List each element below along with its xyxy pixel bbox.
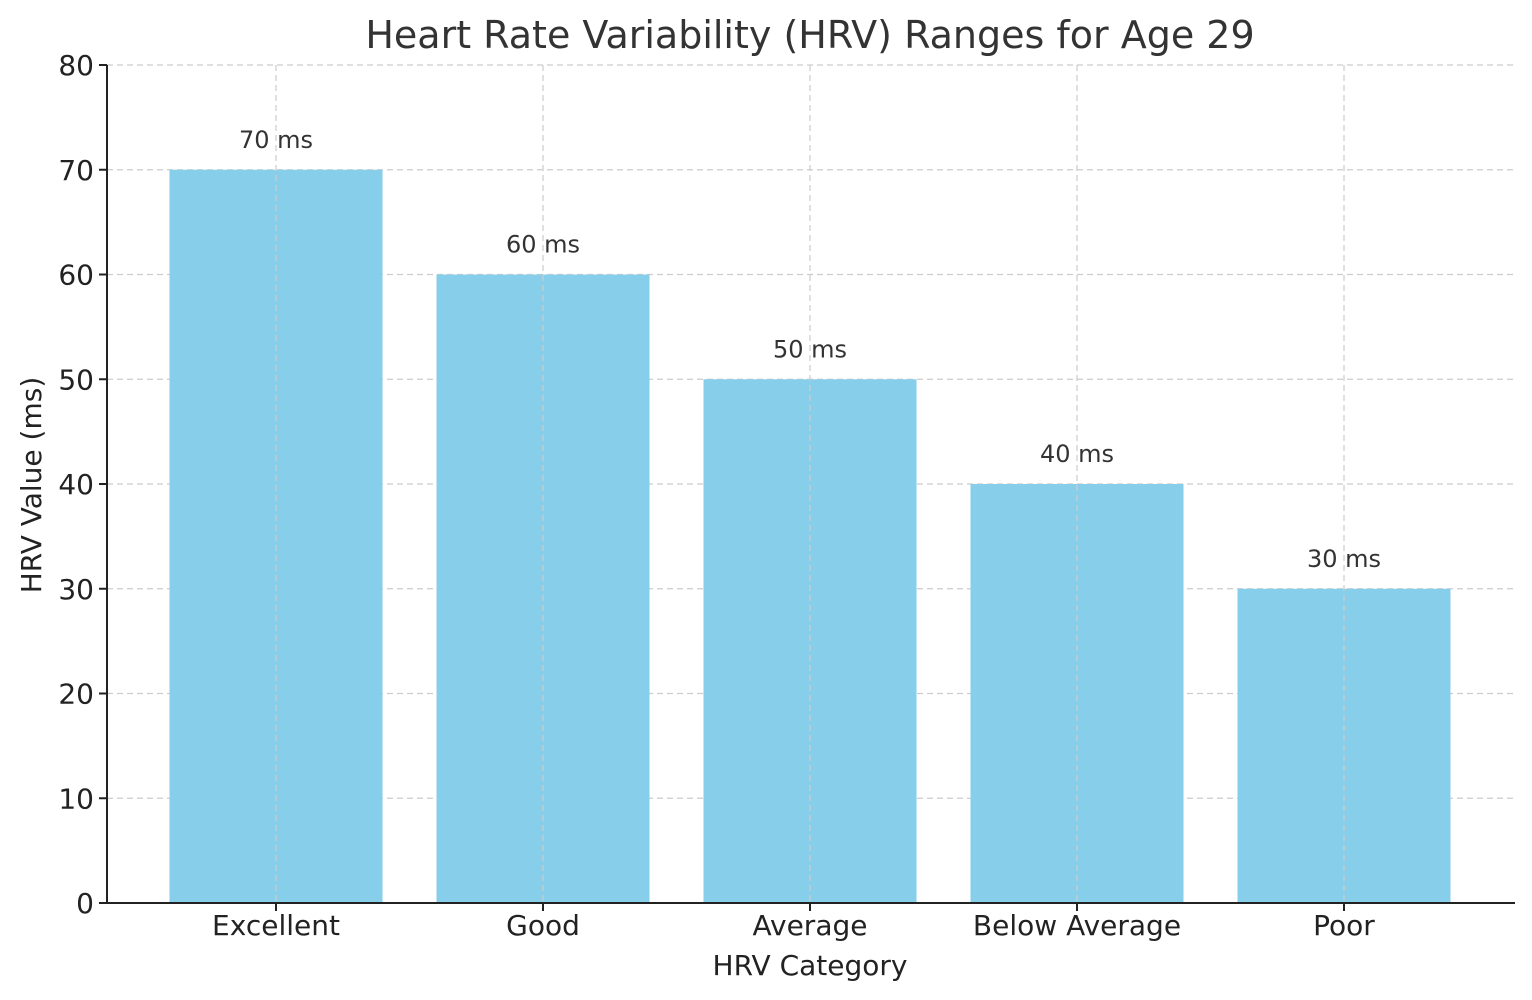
y-tick-label: 20 <box>58 678 94 711</box>
data-label: 70 ms <box>239 126 313 154</box>
x-tick-label: Average <box>753 909 868 942</box>
x-tick-label: Below Average <box>973 909 1181 942</box>
x-tick-label: Excellent <box>212 909 340 942</box>
y-tick-label: 70 <box>58 154 94 187</box>
chart-title: Heart Rate Variability (HRV) Ranges for … <box>365 13 1254 57</box>
x-tick-label: Poor <box>1313 909 1375 942</box>
x-axis-label: HRV Category <box>713 949 908 982</box>
y-tick-label: 80 <box>58 49 94 82</box>
y-axis-label: HRV Value (ms) <box>15 377 48 594</box>
y-tick-label: 0 <box>76 887 94 920</box>
bar-below-average <box>970 484 1184 903</box>
data-label: 60 ms <box>506 231 580 259</box>
y-tick-label: 60 <box>58 259 94 292</box>
ticks-layer: 0 10 20 30 40 50 60 70 80 Excellent Good Average Bel… <box>58 49 1375 942</box>
y-tick-label: 30 <box>58 573 94 606</box>
y-tick-label: 40 <box>58 468 94 501</box>
x-tick-label: Good <box>506 909 580 942</box>
data-label: 30 ms <box>1307 545 1381 573</box>
y-tick-label: 10 <box>58 782 94 815</box>
data-label: 50 ms <box>773 335 847 363</box>
data-label: 40 ms <box>1040 440 1114 468</box>
y-tick-label: 50 <box>58 363 94 396</box>
data-labels-layer: 70 ms 60 ms 50 ms 40 ms 30 ms <box>239 126 1381 573</box>
